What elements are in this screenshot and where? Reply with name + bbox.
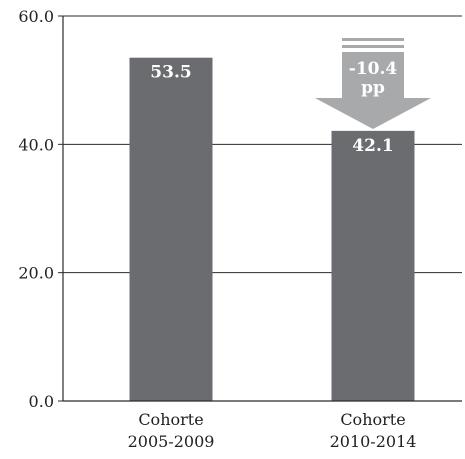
axes (58, 15, 462, 402)
bar (129, 57, 213, 401)
down-arrow-icon (315, 52, 431, 129)
arrow-stripe (342, 45, 404, 48)
y-tick-label: 60.0 (18, 7, 54, 26)
x-category-label: 2005-2009 (128, 432, 215, 451)
bar-value-label: 42.1 (352, 136, 393, 156)
bar-value-label: 53.5 (150, 63, 191, 83)
x-category-label: 2010-2014 (330, 432, 417, 451)
change-annotation-label: -10.4 (349, 59, 398, 79)
labels: 0.0 20.0 40.0 60.0 53.5 42.1 Cohorte 2005-2009 C… (18, 7, 416, 451)
change-arrow: -10.4pp (315, 38, 431, 129)
x-category-label: Cohorte (138, 410, 203, 429)
bars (129, 57, 415, 401)
bar (331, 130, 415, 401)
change-annotation-label: pp (361, 78, 385, 98)
y-tick-label: 0.0 (29, 392, 54, 411)
arrow-stripe (342, 38, 404, 41)
y-tick-label: 40.0 (18, 135, 54, 154)
y-tick-label: 20.0 (18, 264, 54, 283)
x-category-label: Cohorte (340, 410, 405, 429)
